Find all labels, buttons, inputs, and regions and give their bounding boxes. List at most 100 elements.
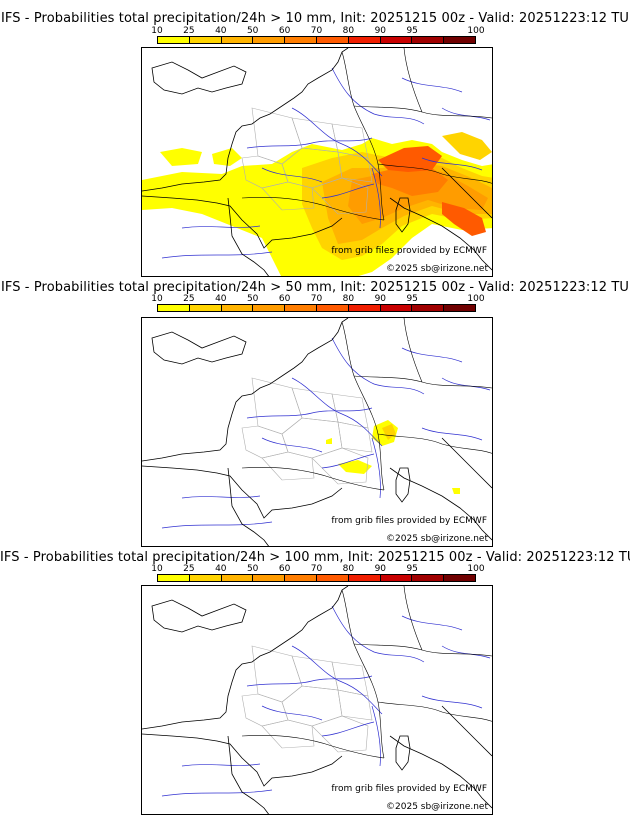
legend-label: 90 (374, 294, 387, 304)
legend-swatch (348, 37, 381, 43)
river (331, 605, 425, 663)
river (246, 407, 373, 419)
river (331, 67, 425, 125)
coastline (441, 705, 492, 757)
legend-swatch (348, 575, 381, 581)
department-boundary (241, 425, 289, 459)
coastline (151, 331, 247, 365)
department-boundary (241, 693, 289, 727)
river (291, 107, 383, 177)
river (331, 337, 425, 395)
coastline (142, 195, 343, 249)
river (261, 167, 323, 183)
country-border (377, 163, 492, 184)
legend-swatch (253, 37, 286, 43)
coastline (142, 48, 349, 192)
department-boundary (337, 421, 373, 453)
legend-label: 95 (406, 564, 418, 574)
legend-label: 100 (467, 564, 485, 574)
legend-label: 10 (151, 564, 163, 574)
legend-label: 95 (406, 294, 418, 304)
legend-swatch (380, 37, 413, 43)
legend-swatch (253, 575, 286, 581)
color-legend: 10 25 40 50 60 70 80 90 95 100 (151, 26, 485, 46)
probability-area (212, 148, 242, 166)
probability-map: from grib files provided by ECMWF ©2025 … (141, 585, 493, 815)
department-boundary (251, 377, 303, 435)
river (261, 437, 323, 453)
legend-label: 25 (183, 294, 195, 304)
legend-label: 60 (278, 26, 291, 36)
island (395, 735, 411, 771)
legend-label: 70 (310, 294, 323, 304)
legend-bar (157, 36, 476, 44)
legend-swatch (158, 37, 190, 43)
department-boundary (337, 151, 373, 183)
legend-swatch (444, 37, 475, 43)
legend-label: 10 (151, 294, 163, 304)
department-boundary (281, 685, 343, 727)
country-border (341, 51, 385, 221)
country-border (241, 467, 385, 491)
copyright-credit: ©2025 sb@irizone.net (386, 534, 488, 544)
department-boundary (261, 451, 315, 481)
legend-label: 70 (310, 26, 323, 36)
legend-label: 50 (246, 564, 259, 574)
department-boundary (281, 417, 343, 459)
coastline (441, 437, 492, 489)
legend-swatch (412, 305, 445, 311)
river (441, 645, 491, 659)
legend-label: 70 (310, 564, 323, 574)
legend-labels: 10 25 40 50 60 70 80 90 95 100 (151, 26, 484, 36)
coastline (389, 197, 492, 271)
panel-100mm: IFS - Probabilities total precipitation/… (0, 540, 630, 815)
country-border (377, 701, 492, 722)
island (395, 197, 411, 233)
river (181, 763, 261, 767)
legend-swatch (158, 305, 190, 311)
coastline (151, 61, 247, 95)
coastline (227, 735, 269, 814)
coastline (227, 467, 269, 546)
probability-area (160, 148, 202, 166)
legend-bar (157, 574, 476, 582)
data-source-credit: from grib files provided by ECMWF (331, 784, 487, 794)
legend-label: 60 (278, 294, 291, 304)
color-legend: 10 25 40 50 60 70 80 90 95 100 (151, 294, 485, 314)
coastline (151, 599, 247, 633)
legend-label: 95 (406, 26, 418, 36)
legend-label: 90 (374, 26, 387, 36)
river (421, 157, 483, 171)
river (371, 705, 381, 767)
department-boundary (291, 655, 339, 691)
legend-swatch (316, 575, 349, 581)
legend-labels: 10 25 40 50 60 70 80 90 95 100 (151, 564, 484, 574)
map-canvas (142, 586, 492, 814)
country-border (341, 589, 385, 759)
country-border (341, 321, 385, 491)
color-legend: 10 25 40 50 60 70 80 90 95 100 (151, 564, 485, 584)
country-border (353, 105, 492, 119)
panel-title: IFS - Probabilities total precipitation/… (0, 11, 630, 26)
river (261, 705, 323, 721)
probability-map: from grib files provided by ECMWF ©2025 … (141, 317, 493, 547)
river (441, 107, 491, 121)
island (395, 467, 411, 503)
legend-swatch (189, 305, 222, 311)
department-boundary (311, 715, 369, 753)
coastline (389, 467, 492, 541)
river (401, 347, 463, 363)
river (291, 377, 383, 447)
legend-label: 60 (278, 564, 291, 574)
probability-area (338, 460, 372, 474)
legend-bar (157, 304, 476, 312)
legend-label: 25 (183, 26, 195, 36)
river (181, 225, 261, 229)
legend-swatch (285, 37, 317, 43)
legend-swatch (380, 305, 413, 311)
legend-label: 80 (342, 294, 355, 304)
department-boundary (291, 387, 339, 423)
river (421, 427, 483, 441)
legend-swatch (158, 575, 190, 581)
legend-swatch (412, 575, 445, 581)
